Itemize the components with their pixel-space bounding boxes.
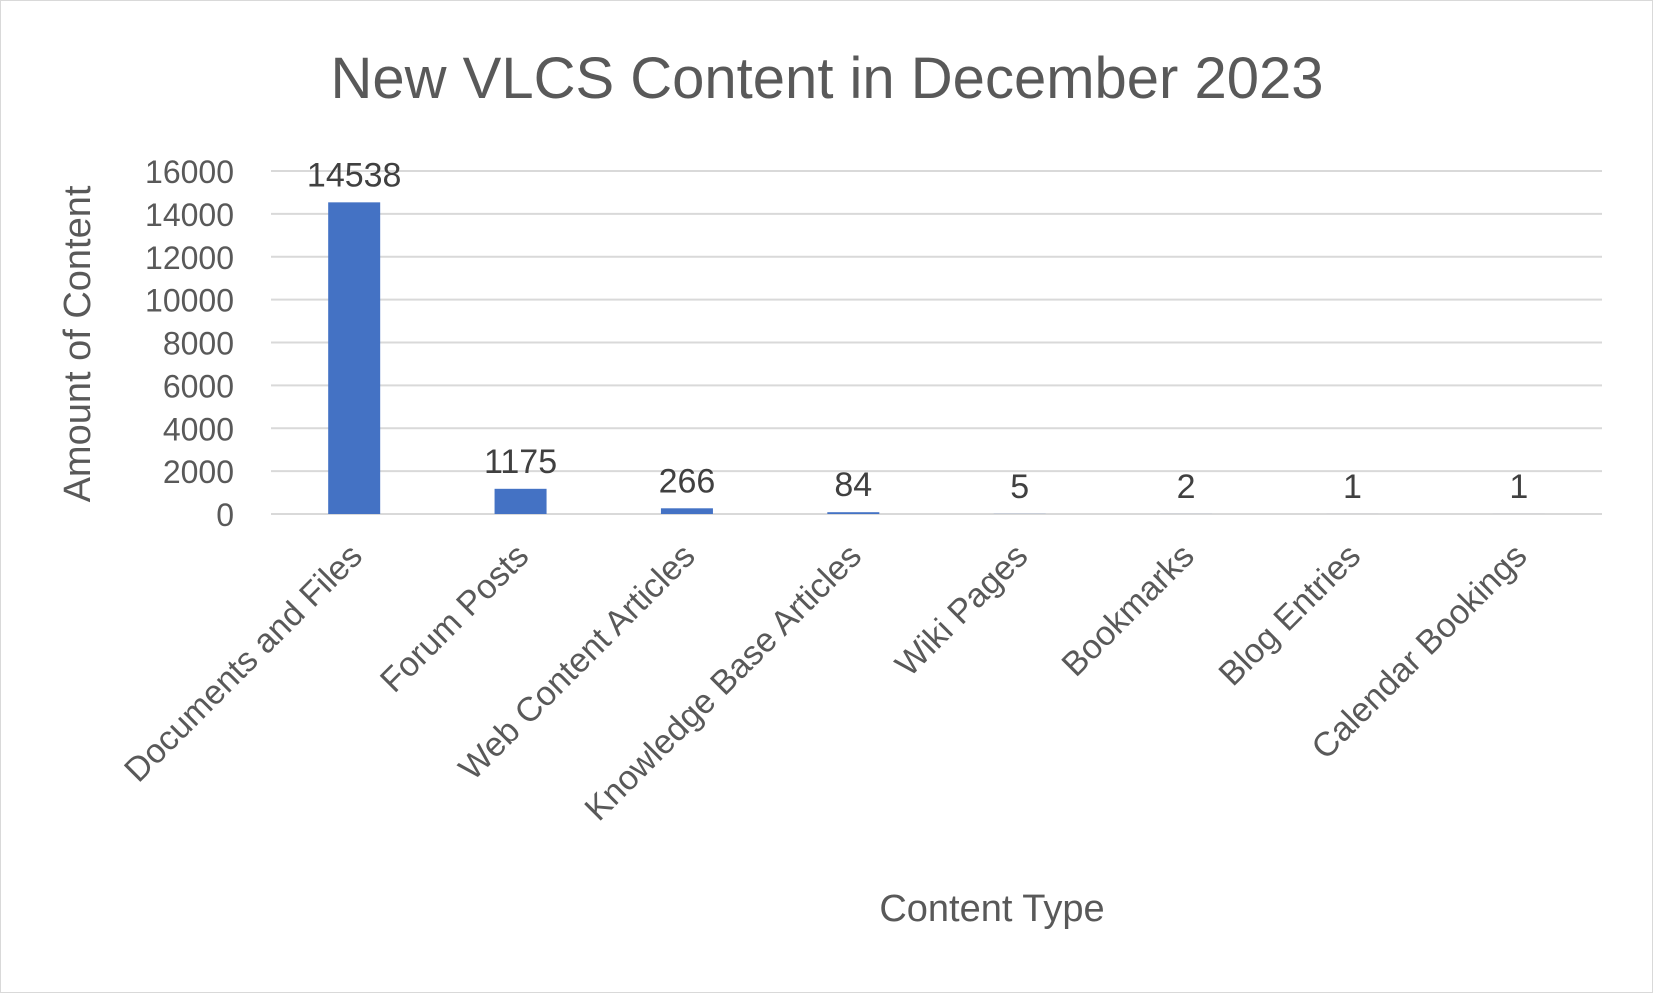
data-labels: 14538 1175 266 84 5 2 1 1 (307, 156, 1528, 506)
gridlines (271, 171, 1602, 514)
y-tick-label: 16000 (145, 154, 234, 190)
y-tick-label: 14000 (145, 197, 234, 233)
bar (495, 489, 547, 514)
bar (328, 202, 380, 514)
y-axis-ticks: 0 2000 4000 6000 8000 10000 12000 14000 16000 (145, 154, 234, 533)
data-label: 14538 (307, 156, 402, 194)
data-label: 2 (1177, 468, 1196, 506)
y-tick-label: 8000 (163, 326, 234, 362)
x-tick-label: Blog Entries (1212, 537, 1369, 694)
data-label: 5 (1010, 468, 1029, 506)
x-tick-label: Forum Posts (373, 537, 536, 700)
x-tick-label: Bookmarks (1055, 537, 1202, 684)
y-tick-label: 6000 (163, 368, 234, 404)
x-axis-title: Content Type (879, 888, 1104, 930)
x-tick-label: Documents and Files (117, 537, 370, 790)
bar (827, 512, 879, 514)
y-axis-title: Amount of Content (57, 185, 99, 502)
chart-title: New VLCS Content in December 2023 (331, 46, 1324, 111)
data-label: 1 (1343, 468, 1362, 506)
data-label: 84 (834, 466, 872, 504)
bar (661, 508, 713, 514)
y-tick-label: 10000 (145, 283, 234, 319)
y-tick-label: 2000 (163, 454, 234, 490)
y-tick-label: 4000 (163, 411, 234, 447)
data-label: 1175 (484, 443, 557, 481)
y-tick-label: 12000 (145, 240, 234, 276)
y-tick-label: 0 (216, 497, 234, 533)
x-tick-label: Wiki Pages (888, 537, 1035, 684)
data-label: 1 (1509, 468, 1528, 506)
data-label: 266 (659, 462, 716, 500)
x-tick-label: Knowledge Base Articles (577, 537, 868, 828)
